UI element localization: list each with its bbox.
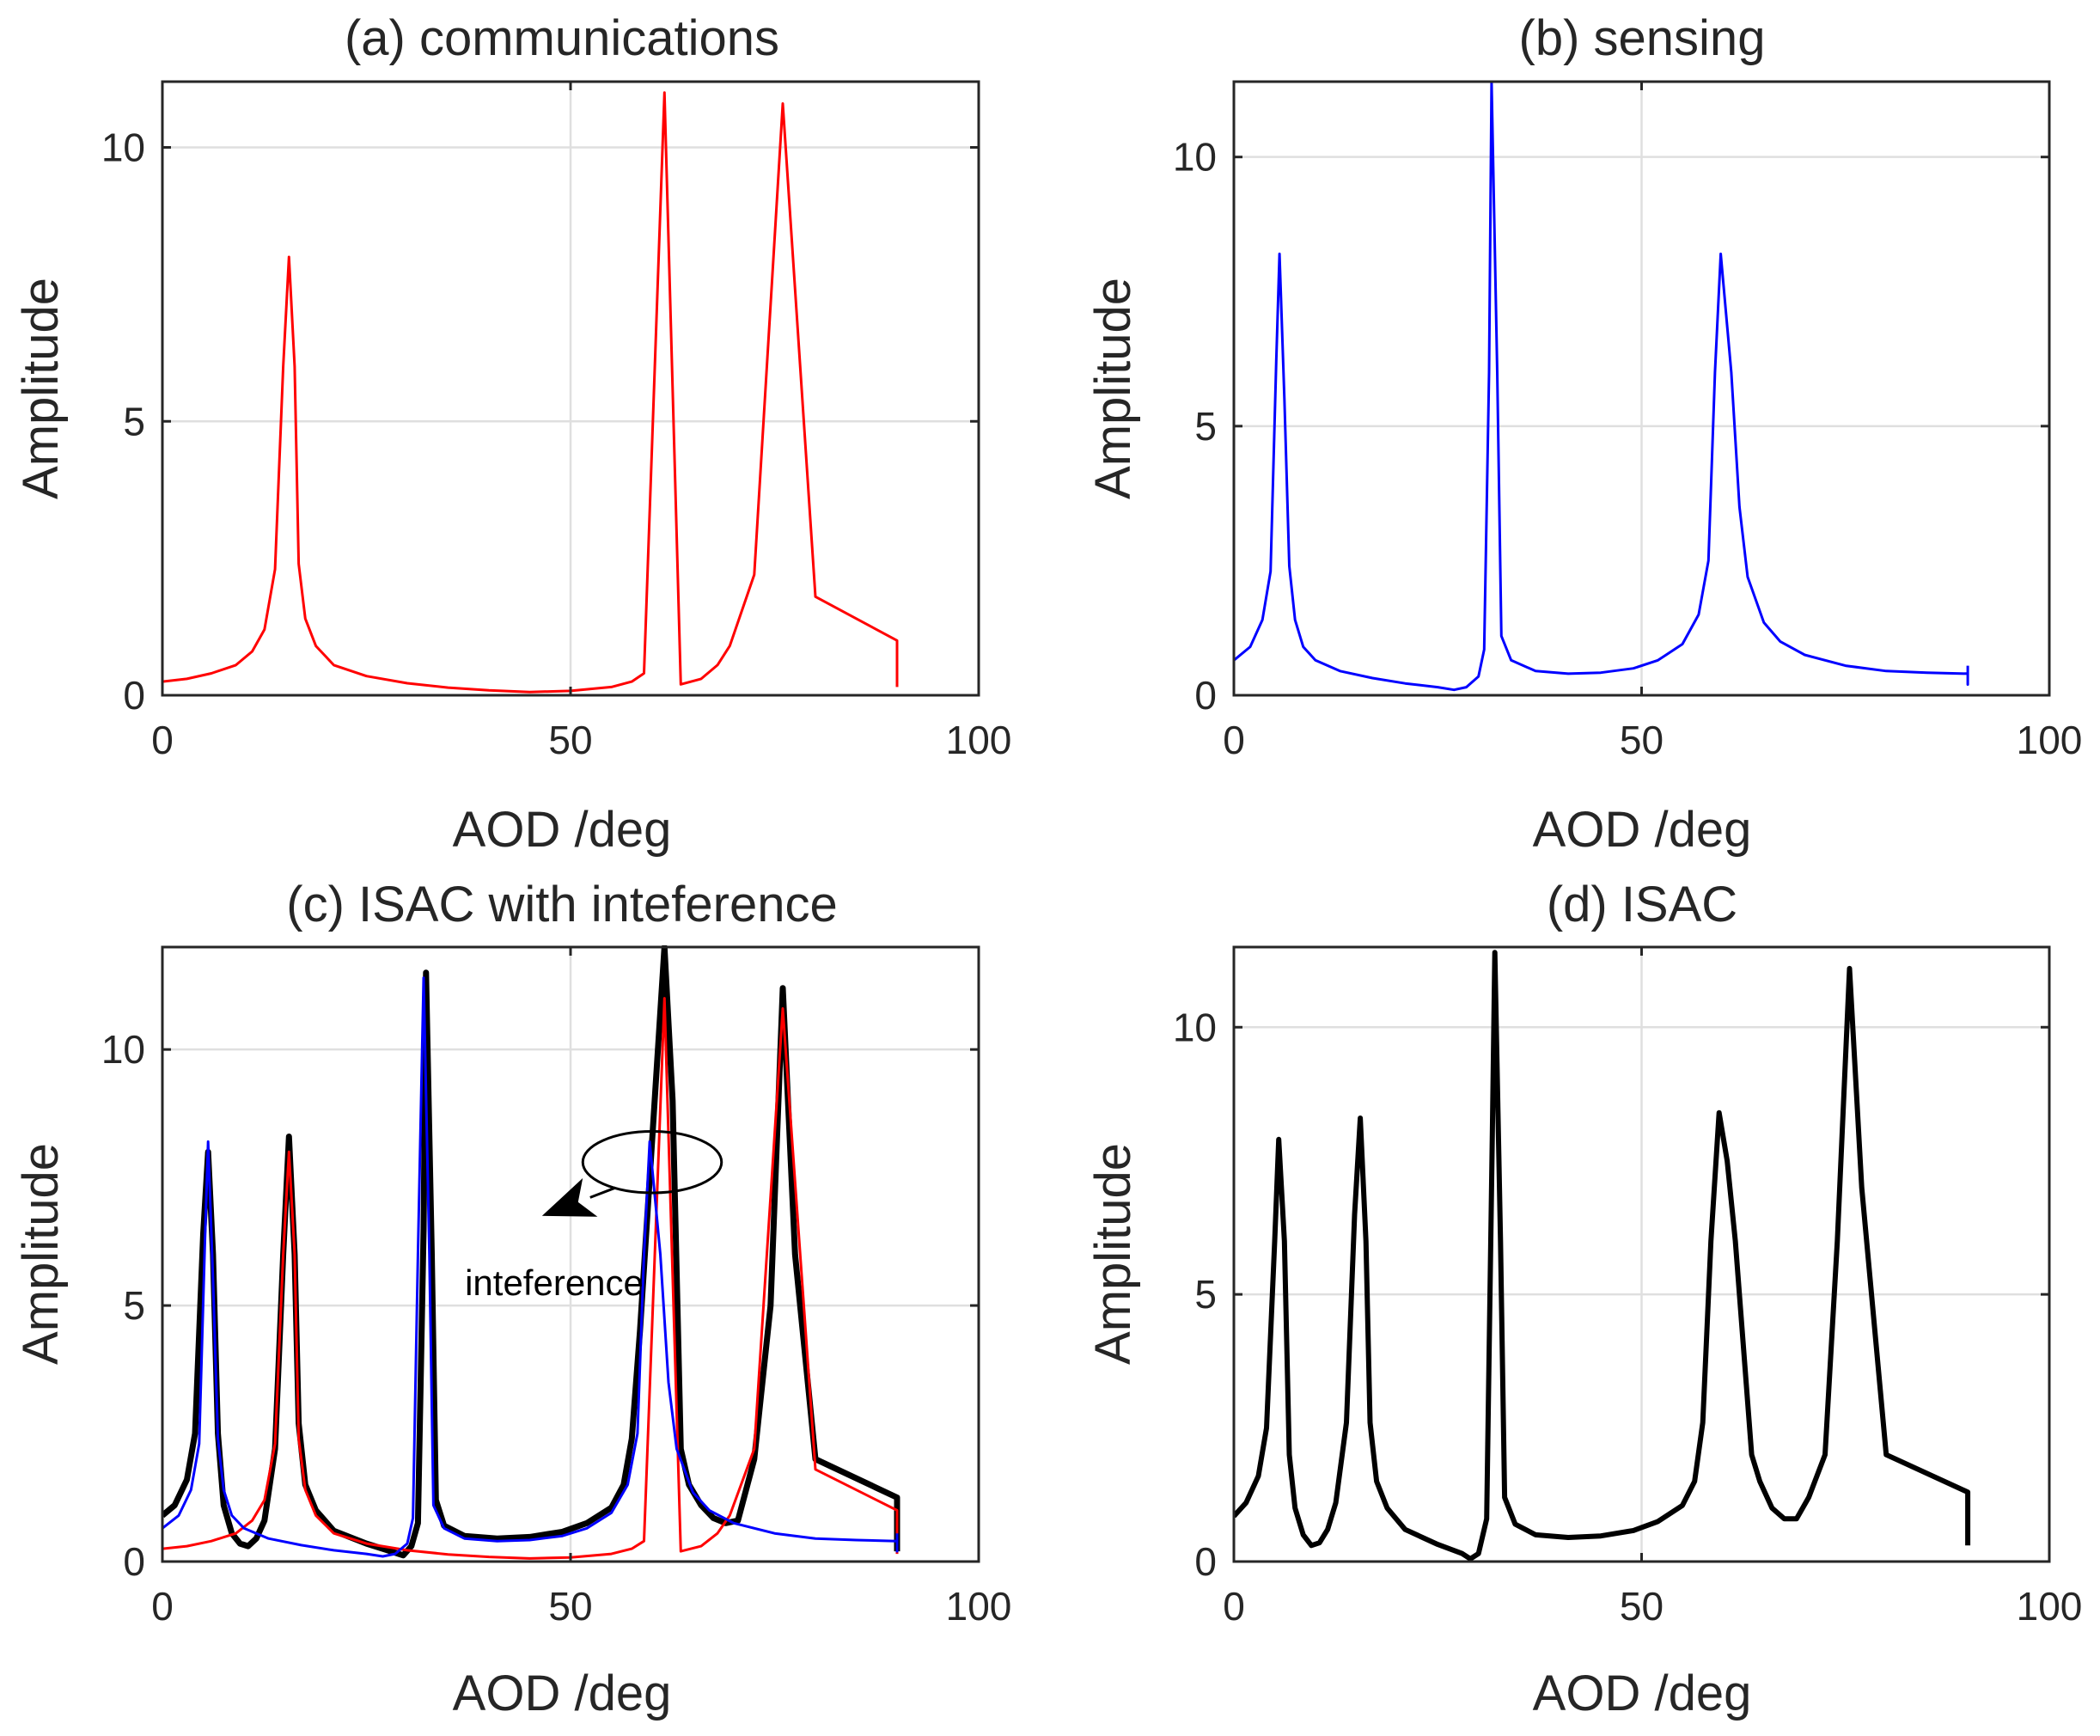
panel-d-ytick-label-2: 10 bbox=[1173, 1005, 1217, 1049]
panel-a-ytick-label-0: 0 bbox=[123, 673, 145, 718]
panel-c-xtick-label-0: 0 bbox=[151, 1584, 174, 1629]
panel-b-xlabel: AOD /deg bbox=[1533, 802, 1752, 858]
panel-a-series-communications bbox=[162, 91, 899, 694]
panel-c-title: (c) ISAC with inteference bbox=[286, 877, 837, 932]
panel-c-ytick-label-2: 10 bbox=[101, 1027, 145, 1072]
panel-a-xtick-label-1: 50 bbox=[548, 718, 592, 762]
panel-a-series-group bbox=[162, 91, 899, 694]
panel-a-title: (a) communications bbox=[345, 10, 779, 66]
panel-c-annotation-arrow-head bbox=[541, 1177, 598, 1217]
panel-b-series-group bbox=[1234, 80, 1969, 692]
panel-b: (b) sensing 0 50 100 0 5 10 AOD /deg Amplitud… bbox=[1085, 10, 2082, 858]
panel-c-xtick-label-1: 50 bbox=[548, 1584, 592, 1629]
panel-b-ytick-label-1: 5 bbox=[1194, 404, 1217, 449]
panel-c-annotation-label: inteference bbox=[465, 1262, 644, 1303]
panel-a-xtick-label-0: 0 bbox=[151, 718, 174, 762]
panel-a-xlabel: AOD /deg bbox=[453, 802, 672, 858]
panel-d-xtick-label-1: 50 bbox=[1620, 1584, 1664, 1629]
panel-b-title: (b) sensing bbox=[1519, 10, 1766, 66]
panel-a-ytick-label-1: 5 bbox=[123, 399, 145, 443]
panel-d-xtick-label-0: 0 bbox=[1223, 1584, 1245, 1629]
panel-b-series-sensing bbox=[1234, 80, 1969, 692]
panel-d-ytick-label-0: 0 bbox=[1194, 1539, 1217, 1584]
panel-d-ytick-label-1: 5 bbox=[1194, 1272, 1217, 1317]
panel-d-ylabel: Amplitude bbox=[1085, 1143, 1141, 1365]
panel-c-annotation-arrow-shaft bbox=[589, 1186, 616, 1199]
panel-a-ytick-label-2: 10 bbox=[101, 125, 145, 170]
panel-d-xlabel: AOD /deg bbox=[1533, 1666, 1752, 1721]
panel-c-series-isac bbox=[162, 945, 900, 1559]
panel-d-series-group bbox=[1234, 950, 1971, 1562]
panel-a: (a) communications 0 50 100 0 5 10 AOD /deg A… bbox=[13, 10, 1011, 858]
panel-a-xtick-label-2: 100 bbox=[946, 718, 1012, 762]
panel-b-ytick-label-2: 10 bbox=[1173, 135, 1217, 180]
panel-b-ylabel: Amplitude bbox=[1085, 278, 1141, 499]
panel-c-ytick-label-0: 0 bbox=[123, 1539, 145, 1584]
panel-c-xtick-label-2: 100 bbox=[946, 1584, 1012, 1629]
panel-c-ylabel: Amplitude bbox=[13, 1143, 69, 1365]
panel-b-xtick-label-2: 100 bbox=[2017, 718, 2083, 762]
panel-b-plot: 0 50 100 0 5 10 bbox=[1173, 80, 2083, 762]
panel-a-plot: 0 50 100 0 5 10 bbox=[101, 80, 1012, 762]
panel-c-ytick-label-1: 5 bbox=[123, 1283, 145, 1328]
panel-d: (d) ISAC 0 50 100 0 5 10 AOD /deg Amplitude bbox=[1085, 877, 2082, 1721]
panel-b-xtick-label-0: 0 bbox=[1223, 718, 1245, 762]
panel-a-ylabel: Amplitude bbox=[13, 278, 69, 499]
panel-c-series-group bbox=[162, 945, 900, 1560]
panel-d-series-isac bbox=[1234, 950, 1971, 1562]
panel-c-annotation-ellipse bbox=[581, 1130, 723, 1195]
panel-b-xtick-label-1: 50 bbox=[1620, 718, 1664, 762]
panel-c-plot: inteference 0 50 100 0 5 10 bbox=[101, 945, 1012, 1629]
panel-d-title: (d) ISAC bbox=[1547, 877, 1737, 932]
panel-b-ytick-label-0: 0 bbox=[1194, 673, 1217, 718]
panel-c-xlabel: AOD /deg bbox=[453, 1666, 672, 1721]
panel-d-plot: 0 50 100 0 5 10 bbox=[1173, 945, 2083, 1629]
panel-d-xtick-label-2: 100 bbox=[2017, 1584, 2083, 1629]
panel-c-series-sensing bbox=[162, 976, 899, 1558]
panel-c-series-communications bbox=[162, 997, 899, 1560]
